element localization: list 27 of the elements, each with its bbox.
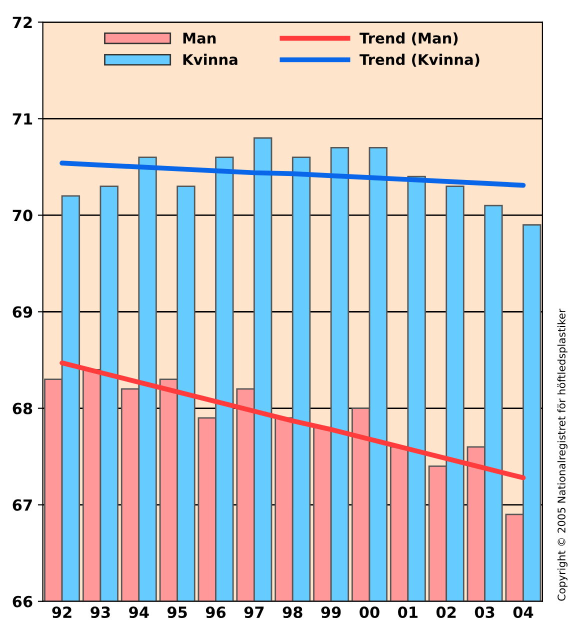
legend-label: Trend (Man) <box>360 32 458 46</box>
legend-label: Man <box>183 32 216 44</box>
x-tick-label: 95 <box>168 606 187 618</box>
y-tick-label: 68 <box>12 402 32 414</box>
x-tick-label: 01 <box>398 606 418 618</box>
y-tick-label: 70 <box>12 210 32 222</box>
x-tick-label: 94 <box>129 606 149 618</box>
y-tick-label: 67 <box>12 499 32 511</box>
x-tick-label: 03 <box>474 606 494 618</box>
text: Copyright © 2005 Nationalregistret för höftledsplastiker <box>557 308 568 601</box>
line-series <box>60 360 526 480</box>
x-tick-label: 99 <box>321 606 341 618</box>
x-tick-label: 02 <box>436 606 456 618</box>
y-tick-label: 69 <box>12 306 32 318</box>
y-tick-label: 66 <box>12 596 32 608</box>
y-tick-label: 71 <box>12 113 32 124</box>
x-tick-label: 98 <box>282 606 302 618</box>
legend-label: Trend (Kvinna) <box>360 54 480 67</box>
x-tick-label: 97 <box>244 606 264 618</box>
legend-label: Kvinna <box>183 54 238 66</box>
x-tick-label: 00 <box>360 606 380 618</box>
y-tick-label: 72 <box>12 16 32 28</box>
x-tick-label: 92 <box>52 606 72 618</box>
line-series <box>60 160 526 188</box>
x-tick-label: 96 <box>206 606 226 618</box>
x-tick-label: 93 <box>90 606 110 618</box>
x-tick-label: 04 <box>513 606 534 618</box>
